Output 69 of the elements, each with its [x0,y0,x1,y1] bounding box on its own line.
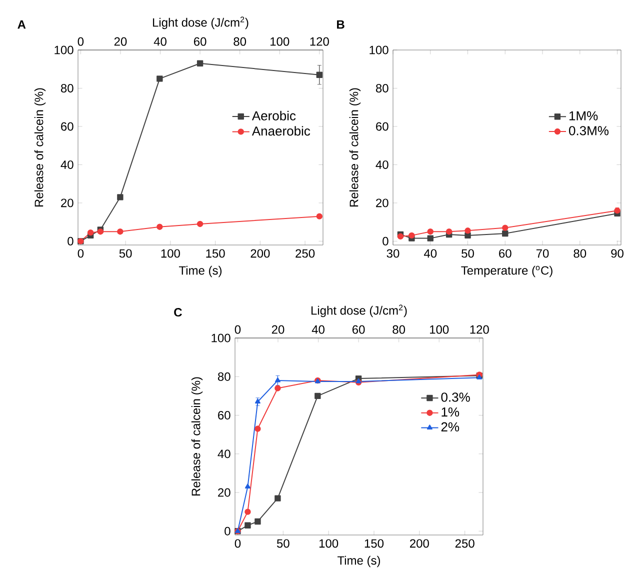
y-tick-label: 40 [60,160,74,169]
x-tick-label: 150 [206,249,225,258]
legend-label: 1M% [569,111,598,120]
x-tick-label: 30 [386,249,400,258]
x2-tick-label: 40 [154,37,166,46]
x2-tick-label: 100 [430,325,449,334]
x-tick-label: 90 [611,249,624,258]
x2-tick-label: 0 [78,37,84,46]
x-tick-label: 0 [234,539,241,548]
y-tick-label: 80 [218,372,230,381]
y-tick-label: 100 [212,334,230,342]
chart-title: C [174,308,182,317]
x-tick-label: 50 [119,249,132,258]
x2-tick-label: 80 [392,325,406,334]
x-tick-label: 100 [319,539,338,548]
x2-tick-label: 120 [470,325,489,334]
x2-tick-label: 120 [310,37,329,46]
y-axis-title: Release of calcein (%) [349,88,361,207]
x-tick-label: 100 [161,249,180,258]
legend-label: 1% [442,407,460,417]
x-tick-label: 80 [574,249,586,258]
y-tick-label: 80 [376,84,388,92]
y-tick-label: 80 [60,84,74,92]
y-tick-label: 60 [218,411,230,420]
x-tick-label: 0 [78,249,84,258]
x-tick-label: 50 [276,539,290,548]
chart-title: A [18,20,26,29]
y-tick-label: 60 [61,122,74,131]
x-tick-label: 150 [364,539,384,548]
y-tick-label: 20 [61,198,74,208]
y-axis-title: Release of calcein (%) [191,377,203,496]
y-tick-label: 0 [224,526,230,536]
x-tick-label: 60 [499,249,512,258]
legend-label: 2% [441,422,460,432]
x2-axis-title: Light dose (J/cm$^{2}$) [153,16,248,30]
x-tick-label: 200 [410,539,429,548]
legend-label: Anaerobic [252,126,310,136]
x2-tick-label: 20 [114,37,127,46]
x-tick-label: 250 [455,539,474,548]
x2-tick-label: 60 [194,37,206,46]
x-tick-label: 40 [424,249,437,258]
x-axis-title: Time (s) [338,556,380,568]
y-tick-label: 100 [370,46,388,54]
y-tick-label: 20 [218,488,230,497]
y-tick-label: 0 [382,236,388,246]
legend-label: Aerobic [252,110,296,120]
y-tick-label: 0 [68,236,74,246]
x2-tick-label: 20 [272,325,284,334]
x2-axis-title: Light dose (J/cm$^{2}$) [312,304,407,318]
y-tick-label: 20 [376,198,388,208]
x2-tick-label: 80 [234,37,246,46]
legend-label: 0.3M% [569,126,609,136]
x-tick-label: 70 [536,249,549,258]
chart-title: B [337,20,344,29]
y-tick-label: 60 [376,122,388,131]
x-axis-title: Temperature ($^{o}$C) [461,266,552,278]
x-tick-label: 50 [462,249,474,258]
x2-tick-label: 100 [270,37,290,46]
y-axis-title: Release of calcein (%) [34,88,46,207]
x-tick-label: 200 [250,249,270,258]
x2-tick-label: 0 [234,325,241,334]
y-tick-label: 100 [54,46,74,54]
y-tick-label: 40 [376,160,388,169]
legend-label: 0.3% [441,392,470,402]
x2-tick-label: 40 [312,325,324,334]
x-tick-label: 250 [296,249,315,258]
x-axis-title: Time (s) [178,266,222,278]
x2-tick-label: 60 [352,325,365,334]
y-tick-label: 40 [218,450,230,458]
